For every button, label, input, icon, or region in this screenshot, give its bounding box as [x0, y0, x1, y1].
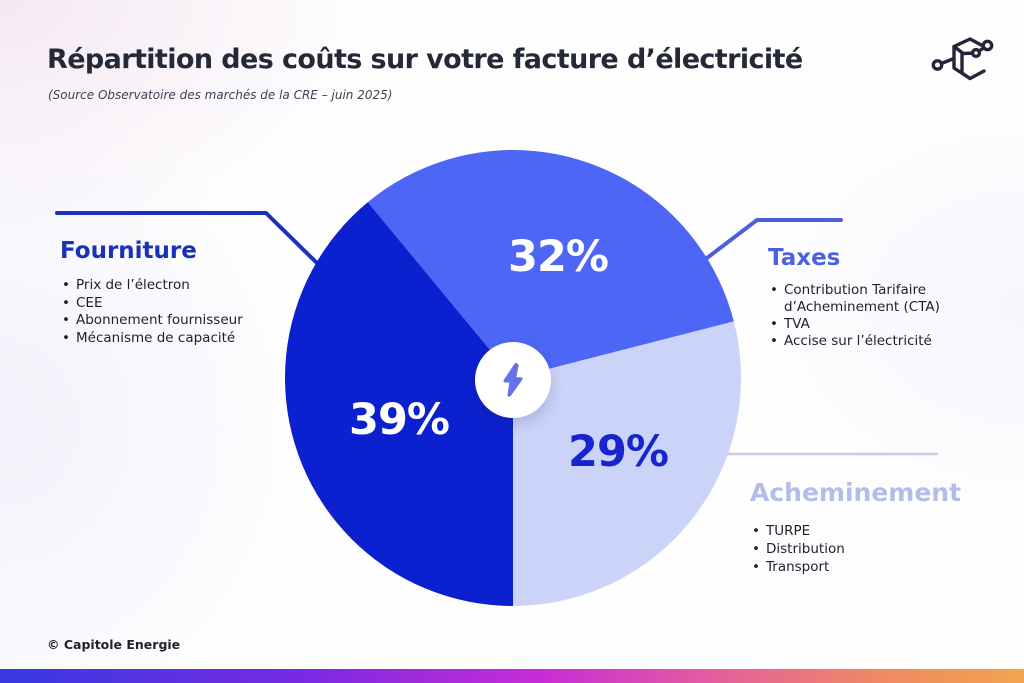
capitole-energie-logo-icon — [926, 30, 1004, 92]
pie-value-label-taxes: 32% — [508, 232, 609, 282]
list-item: TURPE — [750, 522, 980, 540]
pie-center-badge — [475, 342, 551, 418]
callout-acheminement: Acheminement TURPE Distribution Transpor… — [750, 478, 980, 576]
brand-gradient-bar — [0, 669, 1024, 683]
list-item: Abonnement fournisseur — [60, 312, 300, 330]
lightning-bolt-icon — [503, 363, 523, 397]
callout-heading-acheminement: Acheminement — [750, 478, 962, 507]
list-item: Distribution — [750, 540, 980, 558]
callout-list-fourniture: Prix de l’électron CEE Abonnement fourni… — [60, 277, 300, 347]
callout-taxes: Taxes Contribution Tarifaire d’Acheminem… — [768, 245, 980, 350]
list-item: TVA — [768, 316, 980, 333]
callout-list-taxes: Contribution Tarifaire d’Acheminement (C… — [768, 282, 980, 350]
page-subtitle: (Source Observatoire des marchés de la C… — [48, 88, 393, 102]
copyright-text: © Capitole Energie — [47, 637, 181, 652]
callout-fourniture: Fourniture Prix de l’électron CEE Abonne… — [60, 238, 300, 347]
list-item: Transport — [750, 558, 980, 576]
list-item: Mécanisme de capacité — [60, 330, 300, 348]
list-item: Accise sur l’électricité — [768, 333, 980, 350]
callout-heading-fourniture: Fourniture — [60, 238, 197, 264]
list-item: CEE — [60, 295, 300, 313]
page-title: Répartition des coûts sur votre facture … — [47, 44, 803, 75]
callout-heading-taxes: Taxes — [768, 245, 841, 271]
list-item: Contribution Tarifaire d’Acheminement (C… — [768, 282, 980, 316]
pie-value-label-acheminement: 29% — [568, 427, 669, 477]
pie-value-label-fourniture: 39% — [349, 395, 450, 445]
list-item: Prix de l’électron — [60, 277, 300, 295]
callout-list-acheminement: TURPE Distribution Transport — [750, 522, 980, 576]
